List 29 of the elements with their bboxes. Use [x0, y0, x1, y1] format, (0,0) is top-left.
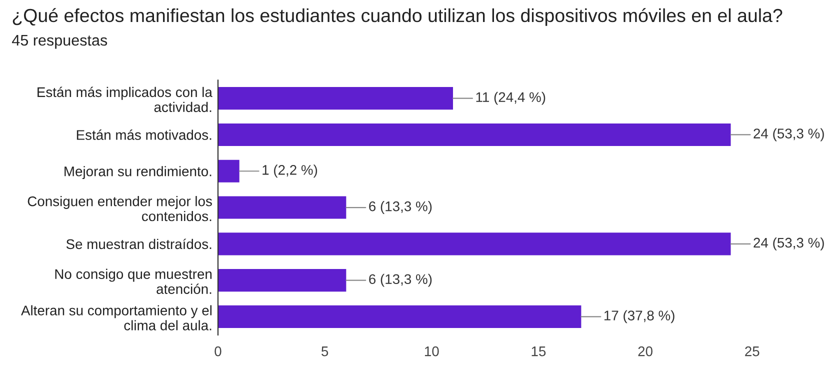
y-tick-label: Mejoran su rendimiento.	[64, 166, 212, 180]
x-tick-label: 15	[532, 346, 546, 356]
x-tick-label: 0	[214, 346, 222, 356]
bar	[218, 305, 582, 328]
chart-title: ¿Qué efectos manifiestan los estudiantes cuando utilizan los dispositivos móviles en el aula?	[12, 8, 782, 26]
bar	[218, 160, 240, 182]
data-label: 6 (13,3 %)	[369, 201, 432, 214]
bar	[218, 123, 731, 146]
bar	[218, 87, 454, 110]
y-tick-label: Alteran su comportamiento y el clima del aula.	[21, 305, 212, 330]
x-tick-label: 25	[745, 346, 760, 356]
y-tick-label: Están más implicados con la actividad.	[38, 86, 212, 112]
data-label: 1 (2,2 %)	[262, 164, 318, 178]
text: 45 respuestas	[12, 35, 108, 49]
bar	[218, 232, 731, 256]
data-label: 24 (53,3 %)	[754, 128, 824, 142]
data-label: 6 (13,3 %)	[369, 274, 432, 287]
y-tick-label: Están más motivados.	[76, 130, 212, 140]
x-tick-label: 5	[322, 346, 328, 356]
data-label: 11 (24,4 %)	[476, 92, 546, 105]
x-tick-label: 10	[424, 346, 439, 356]
data-label: 24 (53,3 %)	[754, 237, 824, 250]
x-tick-label: 20	[638, 346, 652, 356]
y-tick-label: Consiguen entender mejor los contenidos.	[28, 196, 212, 222]
data-label: 17 (37,8 %)	[604, 310, 674, 324]
y-tick-label: No consigo que muestren atención.	[55, 268, 212, 294]
bar	[218, 196, 346, 219]
bar	[218, 269, 346, 292]
y-tick-label: Se muestran distraídos.	[66, 238, 212, 250]
